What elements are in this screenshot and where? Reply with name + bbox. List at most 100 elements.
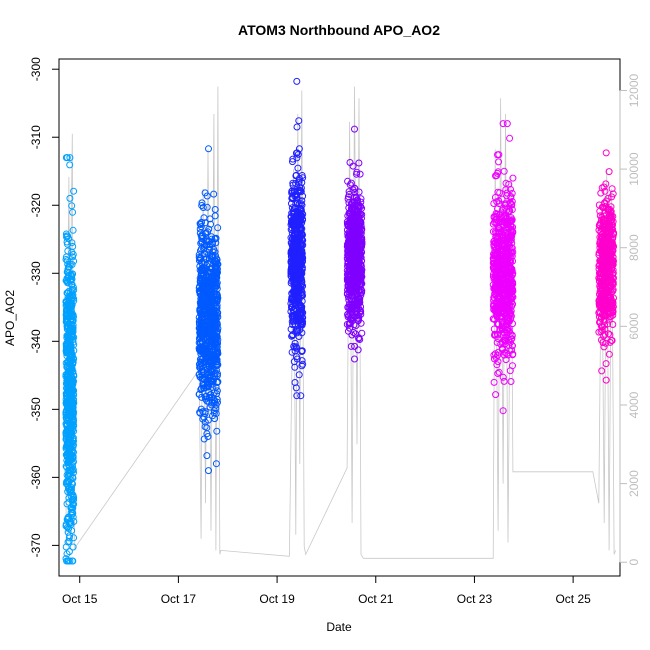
- data-point: [498, 218, 506, 226]
- data-point: [69, 543, 77, 551]
- data-point: [355, 208, 363, 216]
- data-point: [63, 550, 71, 558]
- data-point: [501, 340, 509, 348]
- data-point: [69, 403, 76, 411]
- data-point: [489, 263, 497, 271]
- data-point: [210, 190, 218, 198]
- data-point: [354, 346, 362, 354]
- data-point: [356, 274, 364, 282]
- data-point: [490, 378, 498, 386]
- data-point: [357, 195, 365, 203]
- data-point: [346, 319, 354, 327]
- data-point: [64, 407, 72, 415]
- data-point: [609, 230, 617, 238]
- data-point: [298, 179, 306, 186]
- data-point: [507, 378, 515, 385]
- data-point: [289, 155, 297, 163]
- data-point: [211, 212, 219, 220]
- data-point: [62, 396, 70, 403]
- data-point: [606, 293, 614, 301]
- data-point: [293, 355, 301, 363]
- x-tick-label: Oct 23: [457, 592, 493, 606]
- data-point: [291, 312, 299, 320]
- data-point: [69, 208, 77, 216]
- data-point: [355, 216, 363, 224]
- y-tick-label: -320: [29, 193, 43, 217]
- data-point: [491, 304, 499, 312]
- data-point: [502, 207, 510, 215]
- data-point: [213, 341, 221, 349]
- data-point: [597, 322, 605, 330]
- data-point: [498, 296, 506, 304]
- data-point: [494, 320, 502, 328]
- data-point: [204, 433, 212, 440]
- data-point: [289, 321, 297, 329]
- data-point: [507, 228, 515, 236]
- data-point: [209, 240, 216, 248]
- data-point: [289, 331, 297, 339]
- data-point: [196, 225, 204, 233]
- data-point: [608, 337, 615, 344]
- data-point: [348, 212, 356, 220]
- data-point: [292, 200, 300, 207]
- data-point: [490, 284, 498, 292]
- data-point: [290, 342, 298, 350]
- data-point: [344, 304, 352, 311]
- data-point: [207, 329, 215, 337]
- data-point: [204, 251, 212, 259]
- data-point: [597, 279, 605, 286]
- data-point: [213, 427, 221, 435]
- data-point: [69, 253, 77, 261]
- data-point: [506, 265, 514, 273]
- data-point: [197, 329, 205, 336]
- data-point: [62, 256, 70, 263]
- data-point: [288, 224, 296, 232]
- y-tick-label: -300: [29, 57, 43, 81]
- data-point: [203, 192, 211, 200]
- data-point: [492, 210, 500, 217]
- data-point: [68, 350, 76, 358]
- data-point: [298, 235, 306, 243]
- data-point: [212, 332, 220, 340]
- data-point: [64, 488, 72, 496]
- data-point: [201, 219, 209, 227]
- data-point: [494, 151, 501, 159]
- data-point: [207, 307, 215, 315]
- data-point: [509, 174, 517, 182]
- data-point: [64, 528, 72, 536]
- data-point: [63, 344, 71, 352]
- data-point: [298, 357, 306, 365]
- y-tick-label: -340: [29, 329, 43, 353]
- data-point: [205, 145, 212, 153]
- data-point: [198, 318, 206, 326]
- data-point: [70, 518, 78, 525]
- data-point: [503, 251, 510, 259]
- data-point: [297, 205, 305, 212]
- data-point: [355, 257, 363, 265]
- data-point: [211, 279, 219, 287]
- data-point: [355, 294, 363, 302]
- data-point: [505, 299, 513, 307]
- data-point: [297, 318, 304, 326]
- data-point: [494, 370, 502, 377]
- data-point: [607, 312, 615, 320]
- data-point: [209, 412, 216, 420]
- data-point: [508, 335, 516, 343]
- data-point: [597, 233, 605, 241]
- data-point: [66, 424, 73, 432]
- data-point: [212, 270, 220, 278]
- data-point: [496, 250, 504, 258]
- data-point: [344, 258, 352, 266]
- data-point: [293, 149, 301, 157]
- data-point: [501, 219, 509, 227]
- data-point: [597, 229, 605, 236]
- data-point: [205, 254, 213, 262]
- data-point: [198, 202, 206, 209]
- data-point: [68, 275, 76, 283]
- data-point: [602, 197, 610, 205]
- data-point: [195, 339, 203, 347]
- data-point: [500, 377, 508, 385]
- data-point: [200, 384, 208, 392]
- data-point: [65, 448, 73, 456]
- data-point: [497, 213, 505, 221]
